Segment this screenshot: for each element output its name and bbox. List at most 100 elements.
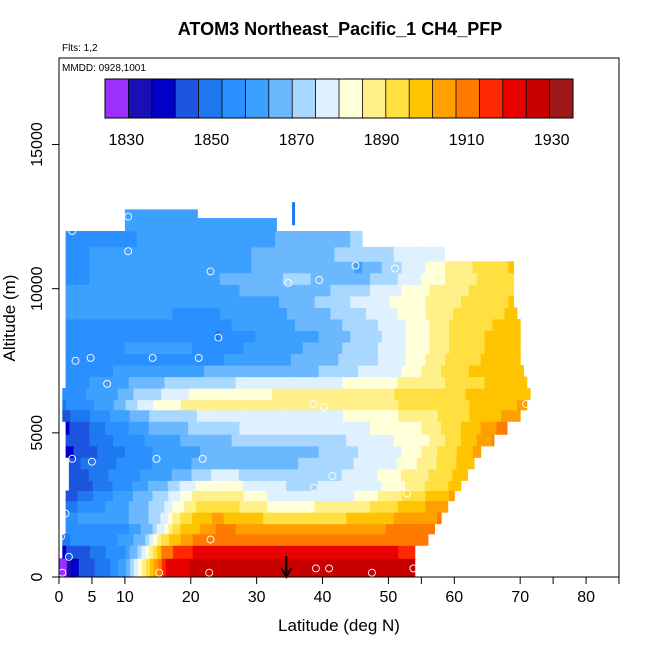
heatmap-cell (302, 434, 308, 447)
heatmap-cell (164, 365, 169, 378)
heatmap-cell (116, 246, 122, 262)
heatmap-cell (211, 284, 217, 297)
heatmap-cell (342, 365, 347, 378)
heatmap-cell (255, 272, 260, 285)
heatmap-cell (168, 272, 173, 285)
heatmap-cell (331, 533, 336, 546)
heatmap-cell (422, 388, 427, 401)
heatmap-cell (408, 468, 414, 481)
heatmap-cell (116, 434, 122, 447)
heatmap-cell (227, 376, 233, 389)
heatmap-cell (286, 480, 291, 491)
heatmap-cell (369, 480, 374, 491)
heatmap-cell (294, 523, 300, 535)
heatmap-cell (389, 272, 395, 285)
heatmap-cell (322, 445, 327, 458)
heatmap-cell (524, 376, 528, 389)
heatmap-cell (322, 246, 327, 262)
heatmap-cell (68, 468, 74, 481)
heatmap-cell (148, 376, 154, 389)
heatmap-cell (136, 342, 142, 355)
heatmap-cell (402, 533, 407, 546)
heatmap-cell (215, 318, 221, 331)
heatmap-cell (421, 365, 426, 378)
heatmap-cell (259, 533, 265, 546)
heatmap-cell (346, 261, 351, 274)
heatmap-cell (160, 512, 165, 525)
heatmap-cell (365, 480, 370, 491)
heatmap-cell (73, 434, 78, 447)
heatmap-cell (366, 307, 371, 320)
heatmap-cell (369, 284, 375, 297)
heatmap-cell (227, 523, 233, 535)
heatmap-cell (298, 523, 304, 535)
heatmap-cell (116, 284, 122, 297)
heatmap-cell (484, 261, 490, 274)
heatmap-cell (350, 434, 355, 447)
heatmap-cell (350, 388, 356, 401)
heatmap-cell (136, 445, 142, 458)
x-tick-label: 70 (511, 589, 529, 606)
heatmap-cell (160, 218, 165, 232)
heatmap-cell (337, 457, 343, 470)
heatmap-cell (295, 545, 300, 559)
heatmap-cell (231, 365, 237, 378)
heatmap-cell (225, 558, 230, 578)
heatmap-cell (255, 490, 260, 502)
heatmap-cell (314, 284, 320, 297)
heatmap-cell (334, 284, 339, 297)
heatmap-cell (314, 330, 320, 343)
heatmap-cell (239, 284, 244, 297)
heatmap-cell (109, 272, 114, 285)
heatmap-cell (180, 353, 185, 366)
heatmap-cell (172, 342, 177, 355)
heatmap-cell (66, 388, 71, 401)
heatmap-cell (109, 353, 114, 366)
heatmap-cell (207, 445, 213, 458)
heatmap-cell (310, 318, 316, 331)
heatmap-cell (424, 468, 430, 481)
heatmap-cell (377, 330, 383, 343)
heatmap-cell (326, 512, 331, 525)
heatmap-cell (69, 261, 74, 274)
heatmap-cell (180, 295, 185, 308)
heatmap-cell (161, 545, 166, 559)
heatmap-cell (176, 523, 181, 535)
heatmap-cell (109, 545, 115, 559)
heatmap-cell (390, 399, 395, 411)
heatmap-cell (331, 399, 336, 411)
heatmap-cell (322, 342, 327, 355)
heatmap-cell (325, 480, 331, 491)
heatmap-cell (410, 545, 415, 559)
heatmap-cell (109, 500, 114, 513)
heatmap-cell (385, 434, 391, 447)
heatmap-cell (219, 434, 225, 447)
heatmap-cell (339, 533, 344, 546)
heatmap-cell (236, 399, 241, 411)
heatmap-cell (402, 545, 407, 559)
heatmap-cell (283, 445, 288, 458)
heatmap-cell (271, 307, 276, 320)
heatmap-cell (318, 246, 324, 262)
heatmap-cell (120, 480, 125, 491)
heatmap-cell (290, 353, 296, 366)
heatmap-cell (488, 318, 493, 331)
heatmap-cell (93, 261, 98, 274)
heatmap-cell (480, 434, 486, 447)
heatmap-cell (263, 330, 268, 343)
heatmap-cell (73, 421, 78, 435)
heatmap-cell (116, 318, 122, 331)
heatmap-cell (252, 545, 257, 559)
heatmap-cell (231, 445, 237, 458)
heatmap-cell (93, 490, 98, 502)
heatmap-cell (460, 330, 466, 343)
heatmap-cell (101, 523, 106, 535)
heatmap-cell (267, 231, 272, 248)
heatmap-cell (69, 365, 74, 378)
heatmap-cell (330, 365, 335, 378)
heatmap-cell (116, 307, 122, 320)
heatmap-cell (310, 231, 316, 248)
heatmap-cell (136, 218, 142, 232)
heatmap-cell (168, 209, 173, 219)
heatmap-cell (402, 388, 407, 401)
